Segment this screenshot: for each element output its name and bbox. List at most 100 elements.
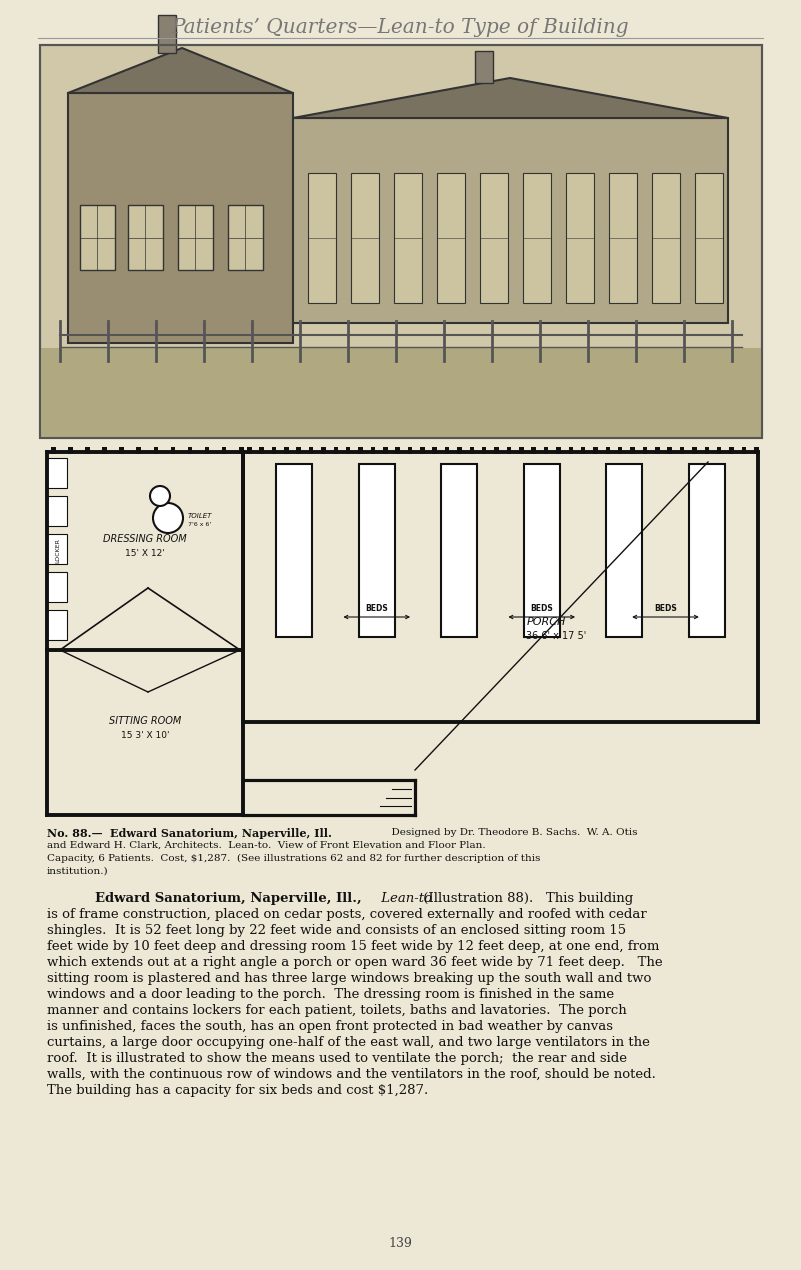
Bar bbox=[742, 447, 747, 453]
Bar bbox=[482, 447, 486, 453]
Bar bbox=[705, 447, 709, 453]
Bar bbox=[441, 464, 477, 638]
Bar bbox=[494, 447, 499, 453]
Circle shape bbox=[150, 486, 170, 505]
Bar bbox=[420, 447, 425, 453]
Bar bbox=[652, 173, 680, 304]
Bar bbox=[47, 533, 67, 564]
Bar bbox=[309, 447, 313, 453]
Text: 139: 139 bbox=[388, 1237, 412, 1250]
Text: PORCH: PORCH bbox=[526, 617, 566, 626]
Bar bbox=[40, 44, 762, 438]
Bar bbox=[68, 93, 293, 343]
Bar bbox=[408, 447, 413, 453]
Bar bbox=[351, 173, 379, 304]
Bar bbox=[47, 497, 67, 526]
Bar bbox=[383, 447, 388, 453]
Text: TOILET: TOILET bbox=[187, 513, 212, 519]
Bar bbox=[566, 173, 594, 304]
Bar bbox=[396, 447, 400, 453]
Bar bbox=[609, 173, 637, 304]
Text: Edward Sanatorium, Naperville, Ill.,: Edward Sanatorium, Naperville, Ill., bbox=[95, 892, 361, 906]
Bar bbox=[103, 447, 107, 453]
Bar bbox=[606, 464, 642, 638]
Bar bbox=[729, 447, 734, 453]
Bar bbox=[569, 447, 573, 453]
Text: manner and contains lockers for each patient, toilets, baths and lavatories.  Th: manner and contains lockers for each pat… bbox=[47, 1005, 626, 1017]
Bar bbox=[260, 447, 264, 453]
Bar bbox=[80, 204, 115, 271]
Text: Capacity, 6 Patients.  Cost, $1,287.  (See illustrations 62 and 82 for further d: Capacity, 6 Patients. Cost, $1,287. (See… bbox=[47, 853, 541, 864]
Text: windows and a door leading to the porch.  The dressing room is finished in the s: windows and a door leading to the porch.… bbox=[47, 988, 614, 1001]
Bar bbox=[581, 447, 586, 453]
Bar bbox=[358, 447, 363, 453]
Polygon shape bbox=[68, 48, 293, 93]
Text: feet wide by 10 feet deep and dressing room 15 feet wide by 12 feet deep, at one: feet wide by 10 feet deep and dressing r… bbox=[47, 940, 659, 952]
Text: BEDS: BEDS bbox=[530, 605, 553, 613]
Bar bbox=[630, 447, 635, 453]
Bar bbox=[667, 447, 672, 453]
Text: No. 88.—: No. 88.— bbox=[47, 828, 103, 839]
Bar bbox=[594, 447, 598, 453]
Text: Edward Sanatorium, Naperville, Ill.: Edward Sanatorium, Naperville, Ill. bbox=[110, 828, 332, 839]
Text: and Edward H. Clark, Architects.  Lean-to.  View of Front Elevation and Floor Pl: and Edward H. Clark, Architects. Lean-to… bbox=[47, 841, 485, 850]
Text: DRESSING ROOM: DRESSING ROOM bbox=[103, 533, 187, 544]
Bar bbox=[154, 447, 158, 453]
Text: Designed by Dr. Theodore B. Sachs.  W. A. Otis: Designed by Dr. Theodore B. Sachs. W. A.… bbox=[385, 828, 638, 837]
Bar bbox=[321, 447, 326, 453]
Bar bbox=[523, 173, 551, 304]
Bar bbox=[68, 447, 73, 453]
Bar bbox=[128, 204, 163, 271]
Bar bbox=[333, 447, 338, 453]
Bar bbox=[469, 447, 474, 453]
Bar bbox=[272, 447, 276, 453]
Circle shape bbox=[153, 503, 183, 533]
Bar bbox=[119, 447, 124, 453]
Bar bbox=[359, 464, 395, 638]
Bar bbox=[171, 447, 175, 453]
Text: BEDS: BEDS bbox=[365, 605, 388, 613]
Text: SITTING ROOM: SITTING ROOM bbox=[109, 715, 181, 725]
Bar bbox=[457, 447, 461, 453]
Bar bbox=[47, 572, 67, 602]
Bar bbox=[507, 447, 511, 453]
Bar bbox=[308, 173, 336, 304]
Bar bbox=[475, 51, 493, 83]
Bar bbox=[346, 447, 350, 453]
Bar bbox=[445, 447, 449, 453]
Text: is unfinished, faces the south, has an open front protected in bad weather by ca: is unfinished, faces the south, has an o… bbox=[47, 1020, 613, 1033]
Bar bbox=[754, 447, 759, 453]
Polygon shape bbox=[293, 77, 728, 118]
Bar bbox=[717, 447, 722, 453]
Text: is of frame construction, placed on cedar posts, covered externally and roofed w: is of frame construction, placed on ceda… bbox=[47, 908, 646, 921]
Text: 15 3' X 10': 15 3' X 10' bbox=[121, 732, 169, 740]
Text: which extends out at a right angle a porch or open ward 36 feet wide by 71 feet : which extends out at a right angle a por… bbox=[47, 956, 662, 969]
Bar bbox=[680, 447, 684, 453]
Text: institution.): institution.) bbox=[47, 867, 109, 876]
Bar bbox=[655, 447, 659, 453]
Bar bbox=[695, 173, 723, 304]
Text: (Illustration 88).   This building: (Illustration 88). This building bbox=[419, 892, 634, 906]
Text: LOCKER: LOCKER bbox=[55, 538, 61, 564]
Bar bbox=[531, 447, 536, 453]
Bar bbox=[40, 44, 762, 438]
Text: roof.  It is illustrated to show the means used to ventilate the porch;  the rea: roof. It is illustrated to show the mean… bbox=[47, 1052, 627, 1066]
Text: walls, with the continuous row of windows and the ventilators in the roof, shoul: walls, with the continuous row of window… bbox=[47, 1068, 656, 1081]
Bar bbox=[437, 173, 465, 304]
Text: BEDS: BEDS bbox=[654, 605, 677, 613]
Bar bbox=[642, 447, 647, 453]
Text: sitting room is plastered and has three large windows breaking up the south wall: sitting room is plastered and has three … bbox=[47, 972, 651, 986]
Bar bbox=[47, 610, 67, 640]
Bar bbox=[284, 447, 288, 453]
Text: Lean-to: Lean-to bbox=[377, 892, 432, 906]
Bar bbox=[247, 447, 252, 453]
Bar bbox=[40, 348, 762, 438]
Bar bbox=[606, 447, 610, 453]
Text: The building has a capacity for six beds and cost $1,287.: The building has a capacity for six beds… bbox=[47, 1085, 429, 1097]
Bar bbox=[47, 458, 67, 488]
Bar bbox=[544, 447, 548, 453]
Bar bbox=[51, 447, 55, 453]
Text: curtains, a large door occupying one-half of the east wall, and two large ventil: curtains, a large door occupying one-hal… bbox=[47, 1036, 650, 1049]
Bar bbox=[394, 173, 422, 304]
Text: 7'6 x 6': 7'6 x 6' bbox=[188, 522, 211, 527]
